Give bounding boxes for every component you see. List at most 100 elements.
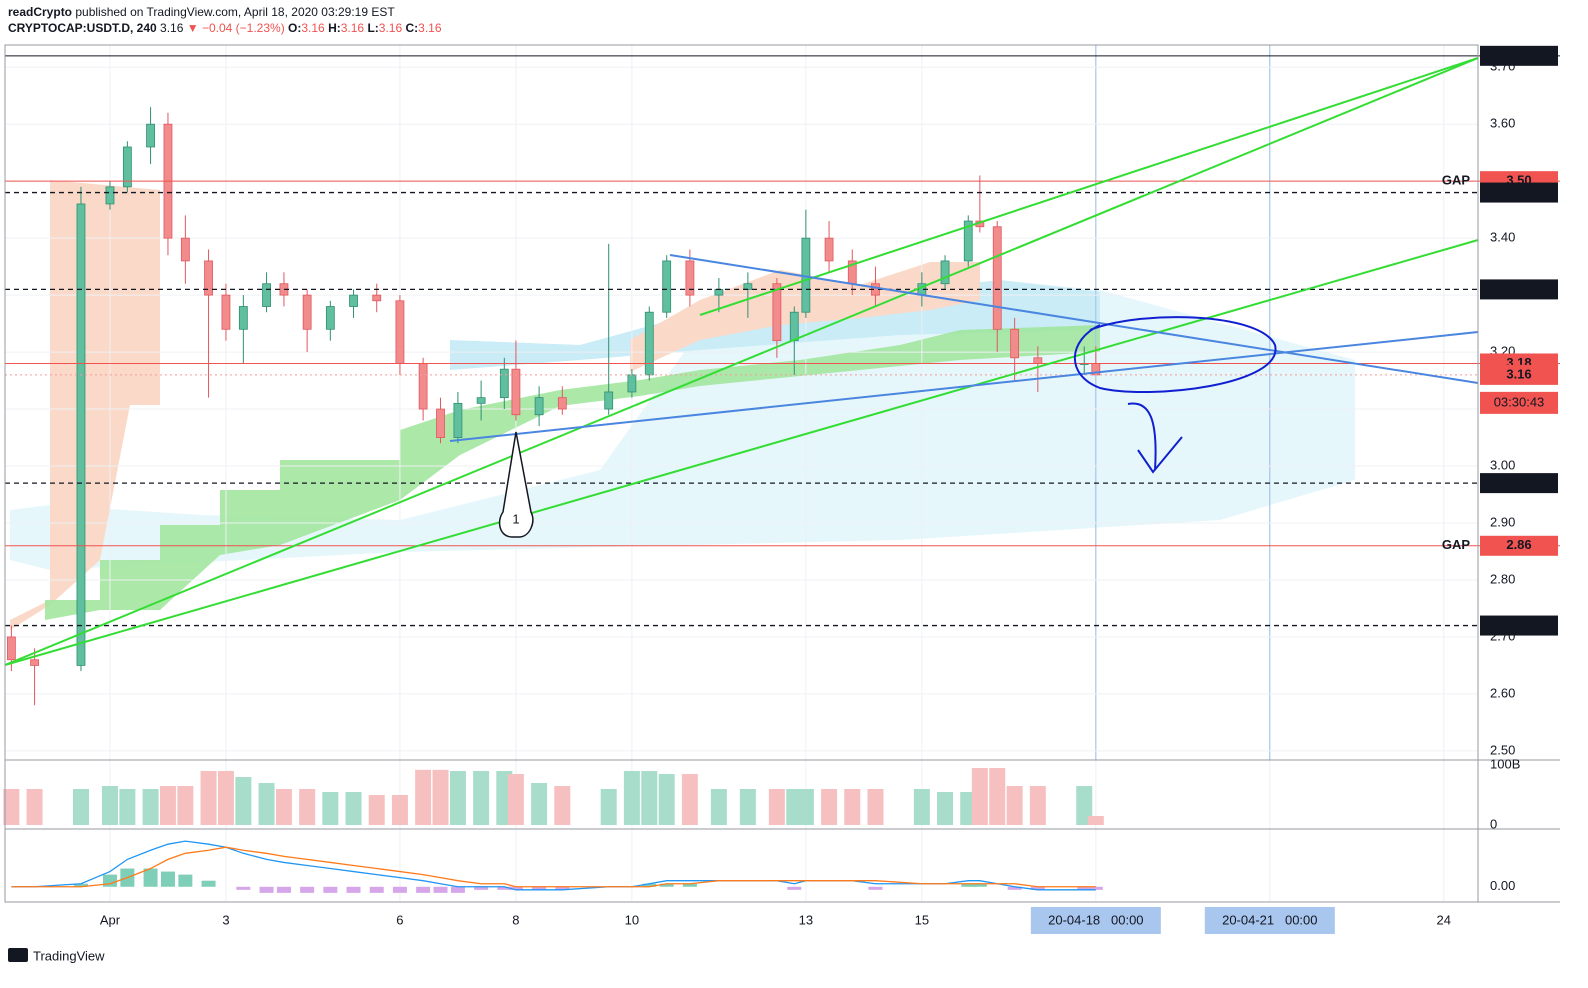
hand-circle [1073, 316, 1277, 393]
volume-bar [159, 786, 176, 825]
candle-body [1010, 328, 1020, 359]
volume-bar [235, 777, 252, 825]
volume-bar [473, 771, 490, 825]
candle-body [372, 294, 382, 302]
volume-bar [971, 768, 988, 825]
candle-body [395, 300, 405, 364]
x-tick-box [1204, 907, 1335, 934]
candle-body [221, 294, 231, 330]
trend-line [699, 57, 1479, 316]
macd-histogram [201, 880, 216, 887]
level-box [1480, 279, 1558, 300]
volume-bar [322, 792, 339, 825]
candle-body [557, 397, 567, 410]
macd-histogram [532, 886, 547, 890]
last-price: 3.16 [160, 21, 184, 35]
volume-bar [623, 771, 640, 825]
volume-bar [937, 792, 954, 825]
level-label: 2.72 [1506, 617, 1531, 632]
candle-body [940, 260, 950, 285]
level-box [1480, 364, 1558, 385]
change: ▼ −0.04 (−1.23%) [187, 21, 285, 35]
candle-body [963, 220, 973, 262]
macd-histogram [1077, 886, 1092, 890]
candle-body [6, 636, 16, 661]
levels: Apr 3 6 8 10 13 15 20-04-18 00:00 20-04-21 00:00… [100, 45, 1558, 934]
macd-histogram [392, 886, 407, 893]
candle-body [349, 294, 358, 307]
candle-body [1033, 357, 1043, 364]
volume-bar [345, 792, 362, 825]
macd-histogram [416, 886, 431, 893]
macd-tick-label: 0.00 [1490, 878, 1515, 893]
candle-body [743, 283, 753, 290]
level-tag: GAP [1442, 537, 1471, 552]
author: readCrypto [8, 5, 72, 19]
macd-histogram [102, 874, 117, 887]
candle-body [418, 363, 428, 410]
x-tick-label: 24 [1437, 912, 1451, 927]
volume-bar [768, 789, 785, 825]
volume-tick-label: 0 [1490, 816, 1497, 831]
level-label: 2.97 [1506, 475, 1531, 490]
macd-histogram [497, 886, 512, 890]
volume-bar [531, 783, 548, 825]
ohlc-value: 3.16 [418, 21, 442, 35]
volume-bar [1087, 816, 1104, 825]
volume-bar [507, 774, 524, 825]
trend-line [669, 254, 1479, 384]
volume-bar [554, 786, 571, 825]
x-tick-label: 10 [625, 912, 639, 927]
macd-histogram [972, 883, 987, 887]
candle-body [789, 311, 799, 342]
countdown: 03:30:43 [1494, 394, 1545, 409]
macd-histogram [474, 886, 489, 890]
macd-histogram [259, 886, 274, 893]
brand-logo [8, 948, 28, 962]
volume-bar [258, 783, 275, 825]
macd-histogram [369, 886, 384, 893]
candle-body [302, 294, 312, 330]
y-tick-label: 3.00 [1490, 457, 1515, 472]
candle-body [604, 391, 614, 410]
macd-histogram [555, 886, 570, 890]
trend-line [4, 57, 1479, 666]
macd-histogram [236, 886, 251, 890]
volume-bar [119, 789, 136, 825]
x-tick-label: 6 [396, 912, 403, 927]
volume-bar [989, 768, 1006, 825]
volume-bar [299, 789, 316, 825]
volume-bar [658, 774, 675, 825]
volume-bar [1006, 786, 1023, 825]
volume-bar [821, 789, 838, 825]
candle-body [436, 408, 445, 438]
volume-bar [600, 789, 617, 825]
macd-histogram [433, 886, 448, 893]
ohlc-label: L: [367, 21, 378, 35]
candle-body [662, 260, 672, 313]
volume-bar [275, 789, 292, 825]
ohlc-label: H: [328, 21, 341, 35]
x-tick-label: Apr [100, 912, 121, 927]
plot [3, 45, 1560, 902]
level-tag: GAP [1442, 173, 1471, 188]
candle-body [772, 283, 782, 342]
volume-bar [368, 795, 385, 825]
volume-bar [415, 769, 432, 825]
level-label: 3.48 [1506, 184, 1531, 199]
y-tick-label: 2.60 [1490, 685, 1515, 700]
y-tick-label: 3.60 [1490, 116, 1515, 131]
trend-line [449, 331, 1479, 442]
candle-body [453, 402, 463, 438]
candle-body [30, 659, 39, 666]
ohlc-label: O: [288, 21, 301, 35]
candle-body [499, 368, 509, 399]
symbol-line: CRYPTOCAP:USDT.D, 240 3.16 ▼ −0.04 (−1.2… [8, 21, 442, 35]
candle-body [714, 289, 724, 296]
candle-body [204, 260, 213, 296]
candle-body [238, 306, 248, 330]
level-box [1480, 45, 1558, 66]
macd-histogram [450, 886, 465, 893]
brand: TradingView [33, 948, 105, 963]
x-tick-label: 20-04-18 00:00 [1048, 912, 1143, 927]
